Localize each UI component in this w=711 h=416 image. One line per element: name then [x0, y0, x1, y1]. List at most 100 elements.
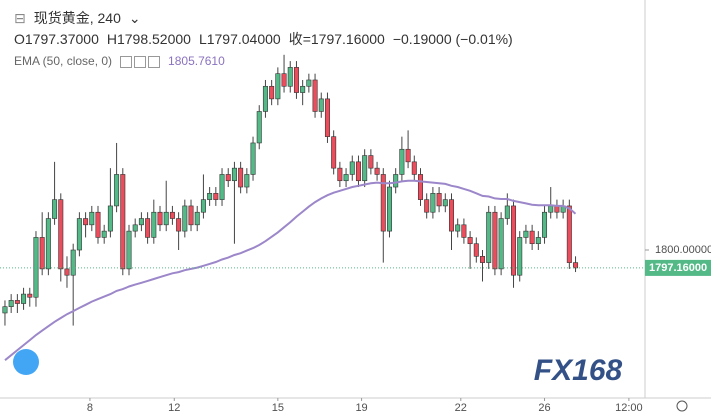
ohlc-row: O1797.37000 H1798.52000 L1797.04000 收=1797.… [14, 29, 521, 49]
candle-body [436, 193, 442, 207]
candle-body [548, 205, 554, 213]
candle-body [163, 211, 169, 226]
candle-body [52, 199, 58, 219]
candle-body [107, 205, 113, 232]
candle-body [83, 218, 89, 226]
candle-body [45, 218, 51, 270]
candle-body [448, 199, 454, 232]
candle-body [27, 293, 33, 298]
eye-icon[interactable] [120, 55, 133, 68]
candle-body [238, 167, 244, 188]
candle-body [411, 161, 417, 175]
candle-body [39, 237, 45, 270]
candle-body [417, 174, 423, 200]
candle-body [324, 98, 330, 137]
candle-body [58, 199, 64, 270]
candle-body [293, 67, 299, 93]
settings-button[interactable] [676, 400, 688, 412]
candle-body [126, 230, 132, 270]
indicator-row: EMA (50, close, 0) 1805.7610 [14, 54, 233, 68]
indicator: EMA (50, close, 0) [14, 54, 113, 68]
gear-icon[interactable] [134, 55, 147, 68]
candle-body [343, 174, 349, 182]
y-tick-label: 1800.00000 [655, 244, 711, 256]
candle-body [275, 73, 281, 100]
candle-body [231, 167, 237, 182]
candle-body [200, 199, 206, 213]
candle-body [300, 85, 306, 93]
collapse-icon[interactable]: ⊟ [14, 10, 26, 26]
candle-body [542, 211, 548, 238]
candle-body [349, 161, 355, 175]
logo-button[interactable] [13, 349, 39, 375]
candle-body [498, 218, 504, 270]
candle-body [306, 79, 312, 87]
candle-body [14, 300, 20, 304]
candle-body [262, 85, 268, 112]
dropdown[interactable]: ⌄ [128, 10, 141, 26]
candle-body [213, 193, 219, 200]
low: L1797.04000 [198, 31, 281, 47]
candle-body [151, 211, 157, 238]
close-icon[interactable] [148, 55, 161, 68]
candle-body [312, 79, 318, 112]
legend-title: ⊟ 现货黄金, 240 ⌄ [14, 8, 149, 28]
candle-body [182, 205, 188, 232]
candle-body [70, 249, 76, 276]
candle-body [188, 205, 194, 226]
candle-body [368, 155, 374, 169]
candle-body [318, 98, 324, 112]
x-tick-label: 15 [272, 402, 284, 414]
candle-body [21, 293, 27, 304]
candle-body [517, 237, 523, 276]
x-tick-label: 12 [168, 402, 180, 414]
candle-body [337, 167, 343, 182]
candle-body [256, 111, 262, 144]
x-tick-label: 26 [538, 402, 550, 414]
candle-body [380, 174, 386, 232]
candle-body [281, 73, 287, 87]
candle-body [269, 85, 275, 100]
candle-body [244, 174, 250, 188]
candle-body [523, 230, 529, 238]
close: 收=1797.16000 [288, 31, 385, 47]
candle-body [455, 224, 461, 232]
candle-body [492, 211, 498, 270]
x-tick-label: 8 [87, 402, 93, 414]
price-label-box [645, 259, 711, 276]
candle-body [89, 211, 95, 226]
ema-line [4, 179, 577, 361]
x-tick-label: 19 [355, 402, 367, 414]
candle-body [374, 167, 380, 175]
candle-body [287, 67, 293, 87]
candle-body [331, 136, 337, 169]
candle-body [442, 199, 448, 207]
candle-body [355, 161, 361, 182]
candle-body [157, 211, 163, 226]
symbol: 现货黄金, 240 [33, 10, 121, 26]
candle-body [430, 193, 436, 213]
candle-body [76, 218, 82, 251]
candle-body [101, 230, 107, 238]
indicator-value: 1805.7610 [168, 54, 225, 68]
candle-body [511, 205, 517, 276]
candle-body [504, 205, 510, 219]
candle-body [132, 224, 138, 232]
candle-body [486, 211, 492, 263]
candle-body [393, 174, 399, 188]
candle-body [480, 256, 486, 263]
candle-body [250, 142, 256, 175]
candle-body [362, 155, 368, 182]
candle-body [573, 262, 579, 269]
candle-body [120, 174, 126, 270]
x-tick-label: 22 [455, 402, 467, 414]
candle-body [405, 148, 411, 163]
candle-body [219, 174, 225, 200]
candle-body [169, 211, 175, 219]
candle-body [535, 237, 541, 245]
candle-body [225, 174, 231, 182]
candle-body [138, 218, 144, 226]
candle-body [114, 174, 120, 207]
